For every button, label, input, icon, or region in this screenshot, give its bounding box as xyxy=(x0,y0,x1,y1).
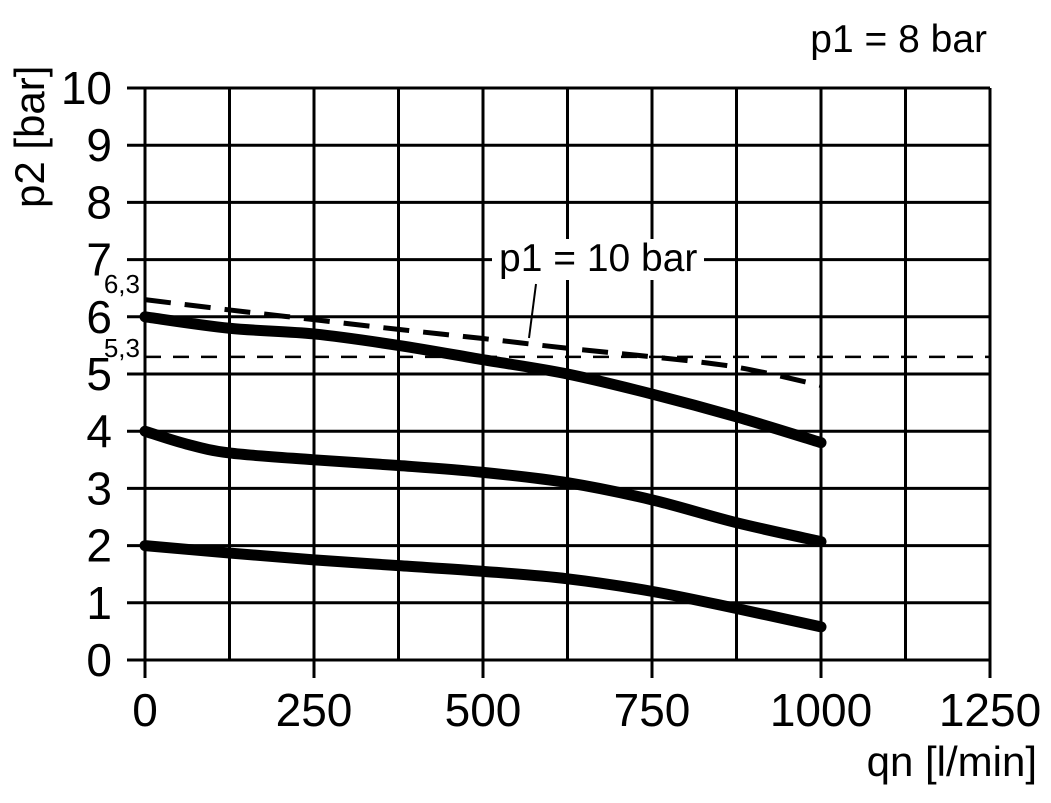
y-tick-label: 1 xyxy=(86,577,112,629)
annotation-leader-line xyxy=(528,283,537,339)
y-tick-label: 6 xyxy=(86,291,112,343)
y-axis-title: p2 [bar] xyxy=(6,65,53,208)
series-setpoint-6bar xyxy=(139,311,827,449)
y-tick-label: 2 xyxy=(86,520,112,572)
annotation-p1-10bar: p1 = 10 bar xyxy=(492,238,705,280)
x-tick-label: 750 xyxy=(614,684,691,736)
y-tick-label: 10 xyxy=(61,62,112,114)
x-tick-label: 1000 xyxy=(770,684,872,736)
ref-label-6-3: 6,3 xyxy=(103,269,140,299)
x-tick-label: 250 xyxy=(276,684,353,736)
y-tick-label: 8 xyxy=(86,176,112,228)
x-axis-title: qn [l/min] xyxy=(866,738,1037,785)
y-tick-label: 5 xyxy=(86,348,112,400)
y-tick-label: 3 xyxy=(86,462,112,514)
x-tick-label: 500 xyxy=(445,684,522,736)
annotation-p1-8bar: p1 = 8 bar xyxy=(810,18,987,61)
y-tick-label: 9 xyxy=(86,119,112,171)
y-tick-label: 7 xyxy=(86,234,112,286)
y-tick-label: 0 xyxy=(86,634,112,686)
x-tick-label: 1250 xyxy=(939,684,1041,736)
ref-label-5-3: 5,3 xyxy=(103,333,140,363)
x-tick-label: 0 xyxy=(132,684,158,736)
series-setpoint-2bar xyxy=(139,540,827,633)
y-tick-label: 4 xyxy=(86,405,112,457)
series-setpoint-4bar xyxy=(139,425,827,548)
series-p1-10bar-inlet xyxy=(144,297,822,388)
